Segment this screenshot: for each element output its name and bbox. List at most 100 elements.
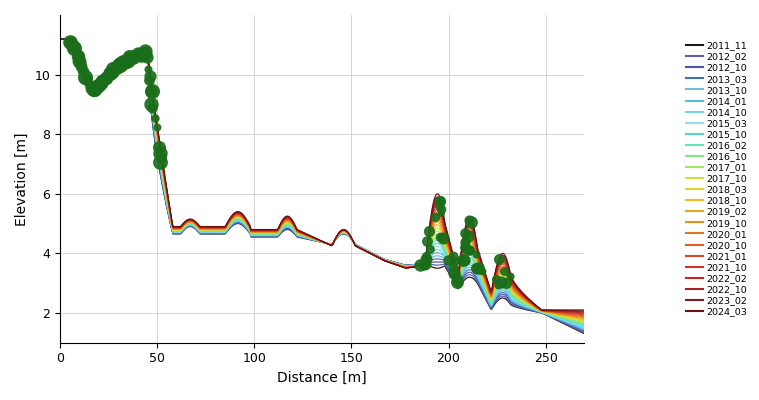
2014_01: [580, 326, 589, 331]
Point: [117, 60, 129, 66]
2016_10: [364, 250, 373, 254]
2016_10: [293, 232, 302, 236]
2016_10: [55, 36, 65, 41]
Point: [142, 66, 154, 72]
2017_01: [450, 271, 459, 276]
2022_10: [148, 94, 157, 99]
2014_10: [580, 326, 589, 330]
2021_10: [406, 265, 415, 270]
Point: [73, 58, 85, 64]
Point: [124, 54, 137, 60]
2023_02: [148, 93, 157, 98]
Line: 2021_01: 2021_01: [60, 39, 584, 315]
2020_01: [148, 100, 157, 105]
2023_02: [406, 265, 415, 270]
2019_02: [580, 316, 589, 321]
Point: [64, 39, 76, 45]
Point: [67, 43, 79, 50]
2014_01: [148, 117, 157, 122]
Point: [88, 86, 100, 92]
2015_03: [450, 274, 459, 279]
Point: [117, 59, 129, 66]
2024_03: [538, 308, 547, 312]
Point: [86, 85, 98, 92]
2024_03: [580, 308, 589, 312]
Line: 2016_02: 2016_02: [60, 39, 584, 325]
2018_03: [364, 250, 373, 255]
2011_11: [580, 331, 589, 336]
Point: [434, 234, 446, 240]
2020_10: [364, 250, 373, 255]
Point: [135, 52, 147, 58]
Point: [476, 268, 488, 274]
Point: [130, 53, 142, 60]
2023_02: [293, 228, 302, 232]
2019_10: [148, 102, 157, 106]
Point: [149, 115, 161, 122]
2015_10: [406, 263, 415, 268]
Point: [107, 67, 119, 73]
Line: 2013_03: 2013_03: [60, 39, 584, 331]
Point: [434, 206, 446, 212]
2016_02: [580, 322, 589, 327]
2021_01: [580, 312, 589, 317]
2015_10: [364, 250, 373, 254]
2014_01: [191, 225, 200, 230]
2020_01: [191, 221, 200, 226]
2018_03: [450, 269, 459, 274]
2021_10: [191, 220, 200, 225]
Line: 2014_01: 2014_01: [60, 39, 584, 329]
2019_10: [406, 264, 415, 269]
2019_10: [293, 230, 302, 234]
2019_02: [364, 250, 373, 255]
Point: [68, 45, 80, 51]
2019_10: [191, 221, 200, 226]
2015_03: [580, 324, 589, 329]
2013_10: [580, 328, 589, 332]
2017_10: [450, 270, 459, 275]
Point: [434, 198, 446, 204]
Point: [112, 63, 124, 70]
Point: [117, 60, 129, 66]
Point: [65, 40, 77, 46]
Point: [93, 82, 105, 89]
2014_10: [55, 36, 65, 41]
Point: [71, 53, 83, 60]
Point: [124, 54, 137, 60]
Point: [96, 78, 109, 84]
Point: [457, 257, 469, 263]
Point: [497, 267, 509, 274]
Point: [462, 217, 474, 224]
2016_02: [450, 273, 459, 278]
2017_10: [55, 36, 65, 41]
Point: [136, 48, 148, 55]
2016_02: [148, 111, 157, 116]
2015_03: [364, 250, 373, 254]
Point: [127, 54, 139, 60]
Line: 2013_10: 2013_10: [60, 39, 584, 330]
2014_01: [364, 249, 373, 254]
2015_03: [55, 36, 65, 41]
Point: [140, 48, 153, 54]
Point: [446, 252, 458, 259]
2020_01: [580, 314, 589, 319]
2014_10: [406, 263, 415, 268]
Point: [452, 276, 464, 282]
Point: [473, 263, 485, 270]
Point: [83, 81, 95, 88]
2015_03: [293, 232, 302, 237]
Point: [116, 59, 128, 66]
2015_10: [580, 324, 589, 328]
Point: [490, 275, 502, 282]
Point: [493, 281, 505, 288]
Point: [451, 278, 463, 285]
Line: 2016_10: 2016_10: [60, 39, 584, 324]
2012_02: [364, 249, 373, 254]
2022_10: [55, 36, 65, 41]
Line: 2012_02: 2012_02: [60, 39, 584, 333]
2019_02: [406, 264, 415, 269]
Point: [495, 278, 507, 285]
2018_10: [406, 264, 415, 269]
2012_10: [55, 36, 65, 41]
2013_10: [293, 233, 302, 238]
